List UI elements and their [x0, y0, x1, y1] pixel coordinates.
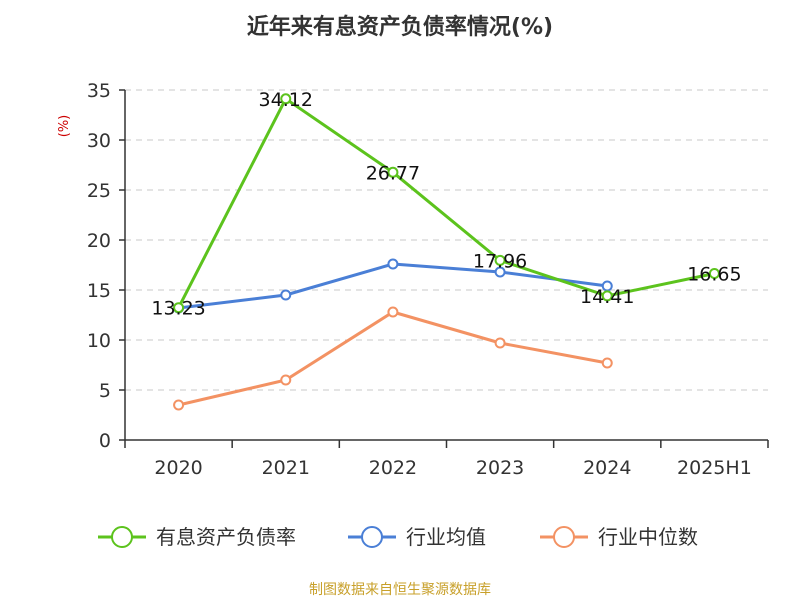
x-tick-label: 2021 [262, 457, 310, 479]
series-line [177, 97, 715, 309]
legend-item[interactable]: 行业中位数 [540, 525, 698, 549]
data-point[interactable] [387, 258, 399, 270]
series-line [178, 262, 608, 310]
y-tick-label: 15 [87, 280, 111, 302]
legend-label: 有息资产负债率 [156, 525, 296, 549]
legend-label: 行业中位数 [598, 525, 698, 549]
data-point[interactable] [601, 357, 613, 369]
y-tick-label: 25 [87, 180, 111, 202]
y-tick-label: 35 [87, 80, 111, 102]
data-label: 13.23 [151, 298, 205, 320]
x-tick-label: 2020 [154, 457, 202, 479]
data-label: 17.96 [473, 250, 527, 272]
x-tick-label: 2024 [583, 457, 631, 479]
series-line [178, 310, 608, 407]
y-axis-label: (%) [57, 115, 72, 138]
data-point[interactable] [387, 166, 399, 178]
data-label: 14.41 [580, 286, 634, 308]
data-labels: 13.23 34.12 26.77 17.96 14.41 16.65 [151, 89, 741, 320]
chart-title: 近年来有息资产负债率情况(%) [247, 14, 553, 40]
source-note: 制图数据来自恒生聚源数据库 [309, 582, 491, 598]
data-point[interactable] [494, 337, 506, 349]
legend-label: 行业均值 [406, 525, 486, 549]
data-point[interactable] [708, 268, 720, 279]
y-tick-label: 5 [99, 380, 111, 402]
axes: 0 5 10 15 20 25 30 35 2020 2021 2022 2023 2024 2025H1 [87, 80, 769, 479]
y-tick-label: 20 [87, 230, 111, 252]
legend-marker [553, 526, 575, 548]
y-tick-label: 0 [99, 430, 111, 452]
y-tick-label: 10 [87, 330, 111, 352]
x-tick-label: 2025H1 [677, 457, 752, 479]
data-point[interactable] [387, 306, 399, 318]
data-label: 34.12 [259, 89, 313, 111]
series-group [173, 93, 720, 411]
x-tick-label: 2022 [369, 457, 417, 479]
data-point[interactable] [280, 374, 292, 386]
legend-item[interactable]: 有息资产负债率 [98, 525, 296, 549]
data-point[interactable] [494, 266, 506, 278]
y-tick-label: 30 [87, 130, 111, 152]
data-point[interactable] [280, 93, 292, 105]
data-point[interactable] [601, 290, 613, 302]
data-label: 26.77 [366, 162, 420, 184]
grid-lines [125, 89, 768, 391]
data-point[interactable] [494, 254, 506, 266]
legend-item[interactable]: 行业均值 [348, 525, 486, 549]
data-point[interactable] [280, 289, 292, 301]
legend-marker [111, 526, 133, 548]
x-tick-label: 2023 [476, 457, 524, 479]
legend-marker [361, 526, 383, 548]
data-label: 16.65 [687, 264, 741, 286]
data-point[interactable] [173, 302, 185, 314]
data-point[interactable] [173, 399, 185, 411]
legend[interactable]: 有息资产负债率 行业均值 行业中位数 [98, 525, 698, 549]
